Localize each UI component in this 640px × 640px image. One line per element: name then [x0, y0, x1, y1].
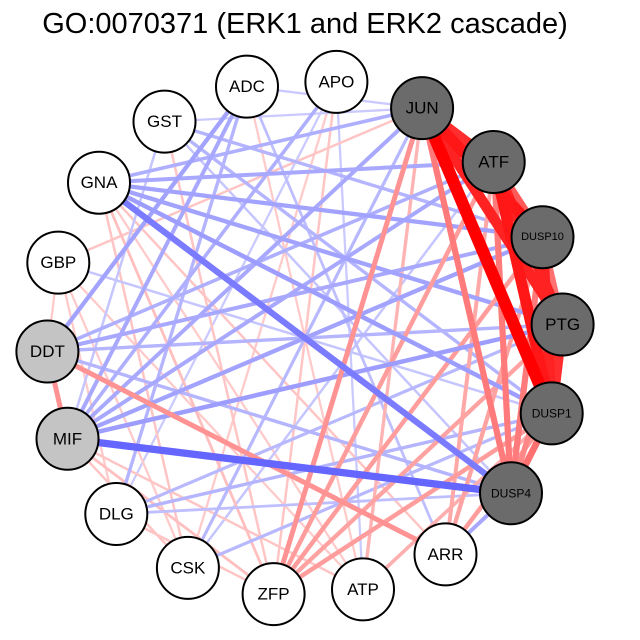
edge-atp-jun [361, 106, 424, 592]
edge-adc-dlg [114, 84, 249, 516]
node-circle [84, 482, 149, 546]
edge-dusp4-gst [163, 120, 513, 495]
edge-gna-dusp1 [96, 180, 554, 416]
node-layer: JUN ATF DUSP10 PTG DUSP1 DUSP4 ARR ATP ZFP CSK DLG… [15, 49, 595, 627]
edge-mif-atf [65, 160, 496, 441]
edge-dlg-ptg [114, 322, 565, 516]
edge-mif-zfp [66, 437, 276, 596]
node-circle [413, 522, 478, 587]
edge-ddt-atf [45, 160, 496, 354]
node-atp: ATP [331, 557, 395, 622]
node-circle [510, 205, 575, 270]
node-dusp4: DUSP4 [479, 461, 543, 526]
node-label: DUSP1 [532, 406, 572, 420]
edge-gna-jun [97, 106, 424, 185]
node-gbp: GBP [26, 230, 91, 295]
node-circle [390, 76, 455, 141]
node-label: ADC [229, 77, 265, 96]
node-circle [304, 49, 369, 114]
edge-mif-ptg [65, 322, 565, 442]
node-mif: MIF [35, 406, 100, 471]
edge-gna-ptg [96, 180, 565, 327]
node-csk: CSK [155, 535, 220, 600]
node-gna: GNA [67, 150, 131, 215]
edge-jun-dusp1 [416, 101, 558, 420]
node-label: APO [318, 72, 354, 91]
edge-gna-arr [97, 181, 447, 556]
edge-gbp-dlg [57, 261, 118, 516]
node-label: ARR [428, 545, 464, 564]
node-circle [215, 54, 279, 119]
edge-adc-mif [65, 84, 249, 441]
edge-gbp-atp [57, 261, 365, 591]
node-label: MIF [53, 429, 82, 448]
node-circle [461, 130, 526, 194]
node-circle [479, 461, 543, 526]
node-label: DDT [30, 342, 65, 361]
node-arr: ARR [413, 522, 478, 587]
edge-csk-dusp1 [186, 411, 554, 570]
node-label: ATP [347, 580, 379, 599]
edge-atf-dusp1 [488, 156, 558, 419]
edge-jun-gst [163, 106, 424, 123]
node-apo: APO [304, 49, 369, 114]
node-label: ATF [478, 153, 509, 172]
node-ptg: PTG [530, 292, 595, 357]
node-circle [15, 319, 80, 384]
edge-gst-zfp [163, 120, 275, 596]
node-circle [67, 150, 131, 215]
node-circle [331, 557, 395, 622]
edge-atp-gna [97, 181, 365, 591]
edge-jun-ptg [416, 102, 568, 330]
node-circle [241, 562, 306, 627]
edge-gna-csk [97, 181, 190, 570]
node-label: DLG [99, 505, 134, 524]
edge-zfp-atf [271, 159, 496, 597]
edge-dlg-dusp1 [114, 411, 554, 516]
edge-apo-dlg [115, 80, 338, 516]
edge-dusp4-jun [419, 104, 515, 497]
node-label: GNA [81, 173, 119, 192]
node-ddt: DDT [15, 319, 80, 384]
node-label: DUSP10 [521, 231, 564, 243]
node-circle [519, 381, 584, 446]
edge-zfp-jun [271, 105, 425, 597]
node-adc: ADC [215, 54, 279, 119]
node-circle [530, 292, 595, 357]
node-jun: JUN [390, 76, 455, 141]
edge-gna-atf [97, 160, 496, 185]
node-label: CSK [170, 558, 206, 577]
node-label: GST [147, 112, 182, 131]
node-zfp: ZFP [241, 562, 306, 627]
edge-zfp-ptg [271, 322, 565, 597]
node-circle [26, 230, 91, 295]
edge-dusp4-ddt [45, 349, 513, 495]
edge-gbp-jun [57, 106, 424, 264]
node-circle [35, 406, 100, 471]
node-dusp1: DUSP1 [519, 381, 584, 446]
edge-ddt-dusp10 [45, 235, 545, 354]
edge-arr-ddt [44, 349, 448, 557]
node-label: GBP [40, 253, 76, 272]
node-gst: GST [132, 89, 197, 154]
node-label: PTG [545, 315, 580, 334]
edge-gna-dusp4 [95, 179, 515, 497]
node-label: ZFP [258, 585, 290, 604]
edge-mif-jun [65, 106, 425, 441]
node-dlg: DLG [84, 482, 149, 546]
node-dusp10: DUSP10 [510, 205, 575, 270]
node-label: JUN [406, 99, 439, 118]
node-circle [132, 89, 197, 154]
node-atf: ATF [461, 130, 526, 194]
edge-mif-dusp4 [63, 435, 515, 497]
node-circle [155, 535, 220, 600]
edge-gst-dusp10 [162, 119, 545, 239]
edge-gst-dusp1 [162, 119, 554, 416]
edge-dlg-dusp4 [114, 491, 513, 516]
node-label: DUSP4 [491, 486, 531, 500]
chart-title: GO:0070371 (ERK1 and ERK2 cascade) [42, 8, 568, 40]
edge-gst-mif [66, 120, 166, 441]
